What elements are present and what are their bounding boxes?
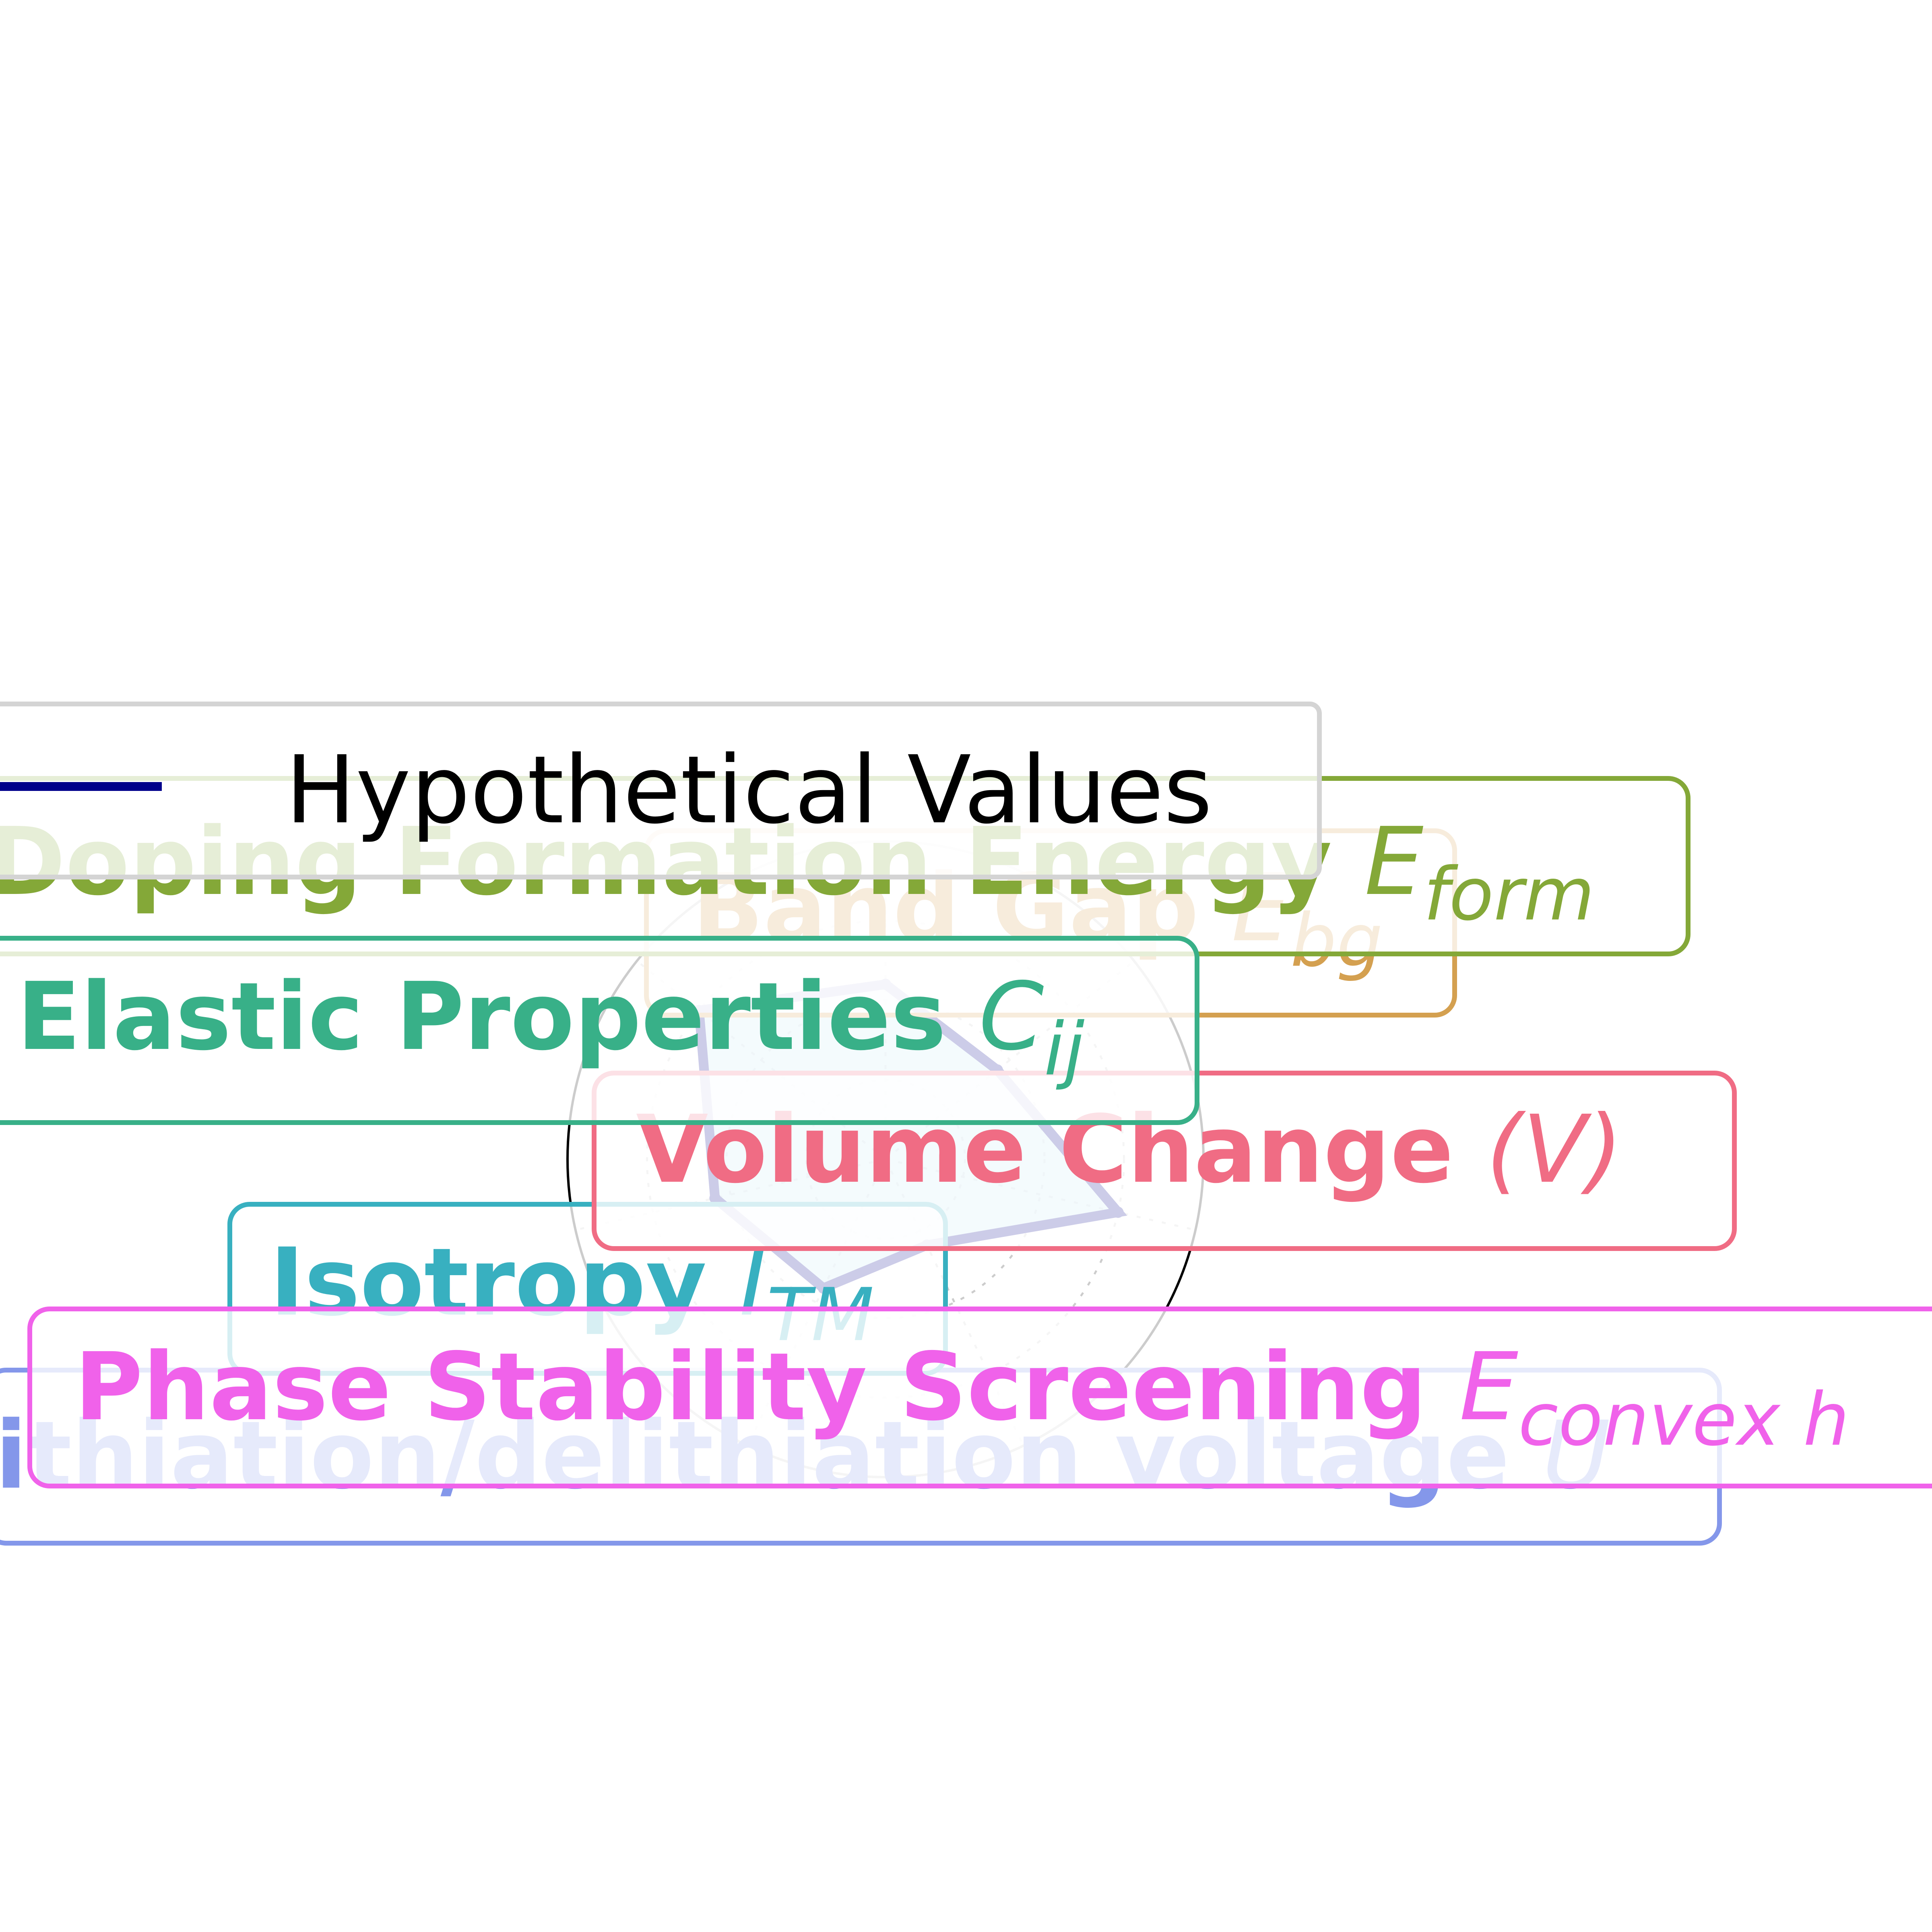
axis-label-name: Phase Stability Screening [74,1333,1427,1441]
axis-label-symbol: E [1459,1333,1519,1441]
axis-label-2: Phase Stability Screening Econvex h [74,1340,1849,1456]
axis-label-symbol: E [1364,807,1424,916]
axis-label-symbol: C [978,962,1044,1071]
axis-label-box-6 [0,936,1199,1125]
legend-line-hypothetical [0,782,162,791]
axis-label-symbol: (V) [1486,1095,1623,1204]
axis-label-box-2 [27,1307,1932,1488]
axis-label-6: Elastic Properties Cij [17,970,1084,1086]
axis-label-name: Elastic Properties [17,962,946,1071]
axis-label-subscript: form [1423,852,1595,937]
legend-label-hypothetical: Hypothetical Values [285,736,1213,844]
axis-label-subscript: ij [1044,1007,1085,1092]
legend: Hypothetical Values [0,702,1322,879]
axis-label-subscript: convex h [1518,1377,1849,1462]
